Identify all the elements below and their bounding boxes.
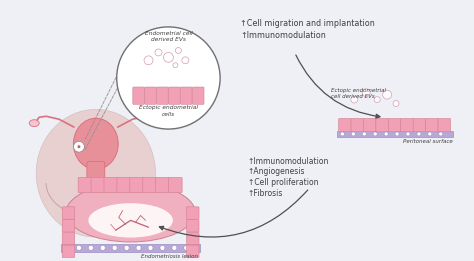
Ellipse shape	[36, 109, 155, 237]
Text: ↑Fibrosis: ↑Fibrosis	[248, 189, 283, 198]
FancyBboxPatch shape	[133, 87, 145, 104]
Text: Ectopic endometrial
cells: Ectopic endometrial cells	[139, 105, 198, 117]
FancyBboxPatch shape	[143, 177, 156, 193]
FancyBboxPatch shape	[145, 87, 156, 104]
FancyBboxPatch shape	[155, 177, 169, 193]
FancyBboxPatch shape	[104, 177, 118, 193]
FancyBboxPatch shape	[388, 118, 401, 132]
FancyBboxPatch shape	[130, 177, 143, 193]
FancyBboxPatch shape	[169, 177, 182, 193]
Text: ↑Cell proliferation: ↑Cell proliferation	[248, 178, 319, 187]
FancyBboxPatch shape	[78, 177, 91, 193]
FancyBboxPatch shape	[181, 87, 192, 104]
Circle shape	[182, 57, 189, 64]
Circle shape	[340, 132, 345, 136]
Text: Ectopic endometrial
cell derived EVs: Ectopic endometrial cell derived EVs	[331, 88, 386, 99]
Circle shape	[184, 245, 189, 250]
FancyBboxPatch shape	[62, 207, 75, 219]
Circle shape	[76, 245, 82, 250]
Ellipse shape	[88, 203, 173, 238]
FancyBboxPatch shape	[376, 118, 388, 132]
Circle shape	[439, 132, 443, 136]
Circle shape	[160, 245, 165, 250]
FancyBboxPatch shape	[351, 118, 364, 132]
FancyBboxPatch shape	[87, 162, 105, 181]
Circle shape	[351, 132, 356, 136]
FancyBboxPatch shape	[117, 177, 130, 193]
FancyBboxPatch shape	[169, 87, 180, 104]
FancyBboxPatch shape	[426, 118, 438, 132]
FancyBboxPatch shape	[186, 245, 199, 258]
Circle shape	[362, 132, 366, 136]
Circle shape	[383, 90, 392, 99]
Circle shape	[395, 132, 399, 136]
FancyBboxPatch shape	[62, 245, 75, 258]
FancyBboxPatch shape	[62, 220, 75, 232]
Circle shape	[64, 245, 70, 250]
Ellipse shape	[73, 118, 118, 169]
Circle shape	[77, 145, 81, 148]
FancyBboxPatch shape	[364, 118, 376, 132]
Circle shape	[417, 132, 421, 136]
Text: ↑Immunomodulation: ↑Immunomodulation	[248, 157, 329, 165]
Ellipse shape	[153, 120, 163, 127]
Circle shape	[406, 132, 410, 136]
Circle shape	[351, 96, 358, 103]
Circle shape	[428, 132, 432, 136]
Circle shape	[148, 245, 153, 250]
Circle shape	[164, 52, 173, 62]
Circle shape	[136, 245, 141, 250]
Text: ↑Cell migration and implantation: ↑Cell migration and implantation	[240, 19, 375, 28]
Bar	[337, 131, 453, 137]
FancyBboxPatch shape	[338, 118, 351, 132]
FancyBboxPatch shape	[192, 87, 204, 104]
Text: Endometrial cell
derived EVs: Endometrial cell derived EVs	[145, 31, 192, 42]
FancyBboxPatch shape	[401, 118, 413, 132]
Text: ↑Angiogenesis: ↑Angiogenesis	[248, 167, 305, 176]
Circle shape	[144, 56, 153, 65]
Circle shape	[173, 63, 178, 68]
FancyBboxPatch shape	[438, 118, 451, 132]
Circle shape	[73, 141, 84, 152]
FancyBboxPatch shape	[186, 232, 199, 245]
Circle shape	[124, 245, 129, 250]
Circle shape	[88, 245, 93, 250]
Circle shape	[155, 49, 162, 56]
Circle shape	[362, 89, 370, 97]
FancyBboxPatch shape	[186, 207, 199, 219]
Ellipse shape	[29, 120, 39, 127]
Circle shape	[117, 27, 220, 129]
Circle shape	[175, 48, 182, 54]
Circle shape	[373, 132, 377, 136]
Text: Endometriosis lesion: Endometriosis lesion	[141, 254, 198, 259]
Circle shape	[172, 245, 177, 250]
Circle shape	[384, 132, 388, 136]
Circle shape	[100, 245, 105, 250]
Circle shape	[112, 245, 117, 250]
Text: ↑Immunomodulation: ↑Immunomodulation	[240, 31, 326, 40]
Bar	[61, 244, 200, 252]
Circle shape	[393, 100, 399, 106]
FancyBboxPatch shape	[186, 220, 199, 232]
FancyBboxPatch shape	[62, 232, 75, 245]
FancyBboxPatch shape	[157, 87, 168, 104]
Text: Peritoneal surface: Peritoneal surface	[403, 139, 453, 144]
FancyBboxPatch shape	[413, 118, 426, 132]
Ellipse shape	[66, 183, 195, 242]
Circle shape	[374, 97, 380, 103]
FancyBboxPatch shape	[91, 177, 105, 193]
